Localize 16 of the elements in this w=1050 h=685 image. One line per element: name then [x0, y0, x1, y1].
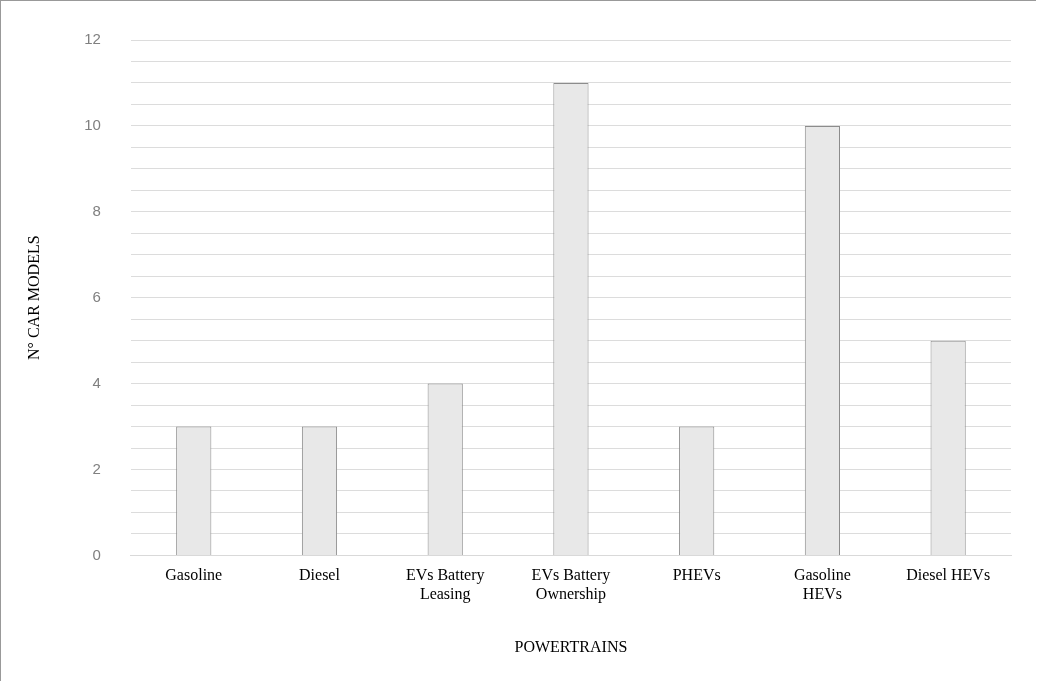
x-tick-label: Gasoline — [165, 566, 223, 584]
x-tick-label: Diesel — [299, 566, 341, 584]
y-tick-label: 0 — [92, 545, 101, 563]
x-axis-title: POWERTRAINS — [514, 637, 628, 655]
x-tick-label: PHEVs — [672, 566, 721, 584]
y-axis-title: N° CAR MODELS — [24, 235, 42, 361]
y-tick-label: 8 — [92, 201, 101, 219]
x-tick-label: Diesel HEVs — [906, 566, 991, 584]
y-tick-label: 12 — [84, 30, 101, 48]
x-tick-label: Gasoline HEVs — [793, 566, 851, 603]
y-tick-label: 2 — [92, 459, 101, 477]
x-tick-label: EVs Battery Leasing — [405, 566, 485, 604]
y-tick-label: 10 — [84, 116, 101, 134]
x-tick-label: EVs Battery Ownership — [531, 566, 611, 604]
y-tick-label: 4 — [92, 373, 101, 391]
y-tick-label: 6 — [92, 287, 101, 305]
